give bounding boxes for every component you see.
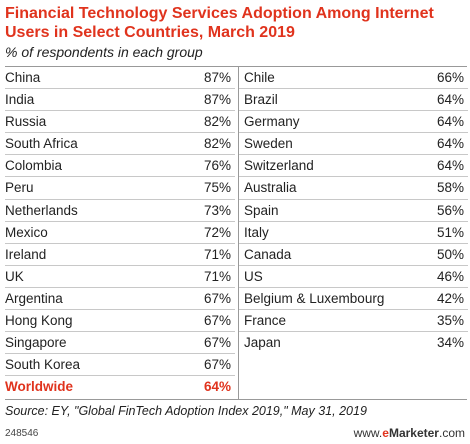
row-value: 58% <box>436 180 464 196</box>
row-value: 51% <box>436 224 464 240</box>
row-label: Worldwide <box>5 379 74 395</box>
row-label: Peru <box>5 180 34 196</box>
row-label: US <box>244 268 263 284</box>
row-value: 67% <box>203 313 231 329</box>
row-value: 71% <box>203 268 231 284</box>
row-value: 67% <box>203 357 231 373</box>
row-value: 34% <box>436 335 464 351</box>
row-value: 42% <box>436 290 464 306</box>
row-label: Belgium & Luxembourg <box>244 290 385 306</box>
row-value: 82% <box>203 114 231 130</box>
table-row: UK 71% <box>5 266 235 288</box>
row-label: Spain <box>244 202 279 218</box>
table-row: Hong Kong 67% <box>5 310 235 333</box>
row-value: 76% <box>203 158 231 174</box>
row-label: Italy <box>244 224 269 240</box>
table-row: South Korea 67% <box>5 354 235 377</box>
table-row: Colombia 76% <box>5 155 235 178</box>
table-row: Spain 56% <box>239 200 468 222</box>
row-label: Hong Kong <box>5 313 73 329</box>
row-value: 87% <box>203 92 231 108</box>
table-row: Japan 34% <box>239 332 468 354</box>
table-row: India 87% <box>5 89 235 112</box>
row-value: 87% <box>203 70 231 85</box>
row-label: Ireland <box>5 246 47 262</box>
row-label: Singapore <box>5 335 67 351</box>
row-value: 64% <box>436 158 464 174</box>
chart-id: 248546 <box>5 428 39 439</box>
brand-name: Marketer <box>388 426 439 440</box>
row-label: Australia <box>244 180 297 196</box>
brand-prefix: www. <box>353 426 383 440</box>
row-label: Canada <box>244 246 292 262</box>
row-value: 64% <box>436 114 464 130</box>
row-value: 66% <box>436 70 464 85</box>
chart-subtitle: % of respondents in each group <box>5 44 203 60</box>
row-label: South Africa <box>5 136 78 152</box>
row-label: Germany <box>244 114 300 130</box>
chart-container: Financial Technology Services Adoption A… <box>5 4 468 418</box>
row-value: 71% <box>203 246 231 262</box>
table-row: South Africa 82% <box>5 133 235 156</box>
row-value: 67% <box>203 290 231 306</box>
row-value: 67% <box>203 335 231 351</box>
row-label: Chile <box>244 70 275 85</box>
table-row: Peru 75% <box>5 177 235 200</box>
table-row: Netherlands 73% <box>5 200 235 222</box>
row-value: 35% <box>436 313 464 329</box>
row-value: 75% <box>203 180 231 196</box>
brand-suffix: .com <box>438 426 465 440</box>
table-row: China 87% <box>5 67 235 90</box>
table-row: Ireland 71% <box>5 244 235 266</box>
source-note: Source: EY, "Global FinTech Adoption Ind… <box>5 403 367 418</box>
row-value: 72% <box>203 224 231 240</box>
table-row: Worldwide 64% <box>5 376 235 398</box>
row-value: 64% <box>436 92 464 108</box>
table-row: Singapore 67% <box>5 332 235 355</box>
table-row: Russia 82% <box>5 111 235 134</box>
row-value: 82% <box>203 136 231 152</box>
row-value: 64% <box>436 136 464 152</box>
table-column-left: China 87% India 87% Russia 82% South Africa 82%… <box>5 67 235 398</box>
row-label: India <box>5 92 35 108</box>
table-row: US 46% <box>239 266 468 288</box>
table-row: Belgium & Luxembourg 42% <box>239 288 468 311</box>
row-label: China <box>5 70 41 85</box>
row-label: South Korea <box>5 357 81 373</box>
row-label: Brazil <box>244 92 278 108</box>
table-row: Argentina 67% <box>5 288 235 311</box>
table-row: Switzerland 64% <box>239 155 468 178</box>
row-label: France <box>244 313 287 329</box>
row-label: UK <box>5 268 24 284</box>
row-label: Switzerland <box>244 158 314 174</box>
row-label: Argentina <box>5 290 63 306</box>
row-label: Mexico <box>5 224 48 240</box>
data-table: China 87% India 87% Russia 82% South Africa 82%… <box>5 66 468 400</box>
row-label: Russia <box>5 114 47 130</box>
table-row: Mexico 72% <box>5 222 235 244</box>
row-value: 73% <box>203 202 231 218</box>
table-row: Brazil 64% <box>239 89 468 112</box>
brand-logo: www.eMarketer.com <box>354 426 465 440</box>
table-row: Sweden 64% <box>239 133 468 156</box>
row-label: Japan <box>244 335 281 351</box>
chart-title: Financial Technology Services Adoption A… <box>5 5 434 41</box>
table-row: Germany 64% <box>239 111 468 134</box>
table-row: Australia 58% <box>239 177 468 200</box>
table-column-right: Chile 66% Brazil 64% Germany 64% Sweden 64% Swit… <box>238 67 468 399</box>
table-row: Italy 51% <box>239 222 468 244</box>
table-row: France 35% <box>239 310 468 333</box>
row-value: 50% <box>436 246 464 262</box>
row-label: Sweden <box>244 136 293 152</box>
table-row: Canada 50% <box>239 244 468 266</box>
row-value: 46% <box>436 268 464 284</box>
table-row: Chile 66% <box>239 67 468 90</box>
row-value: 56% <box>436 202 464 218</box>
row-label: Colombia <box>5 158 63 174</box>
row-value: 64% <box>203 379 231 395</box>
brand-e: e <box>382 426 389 440</box>
row-label: Netherlands <box>5 202 78 218</box>
